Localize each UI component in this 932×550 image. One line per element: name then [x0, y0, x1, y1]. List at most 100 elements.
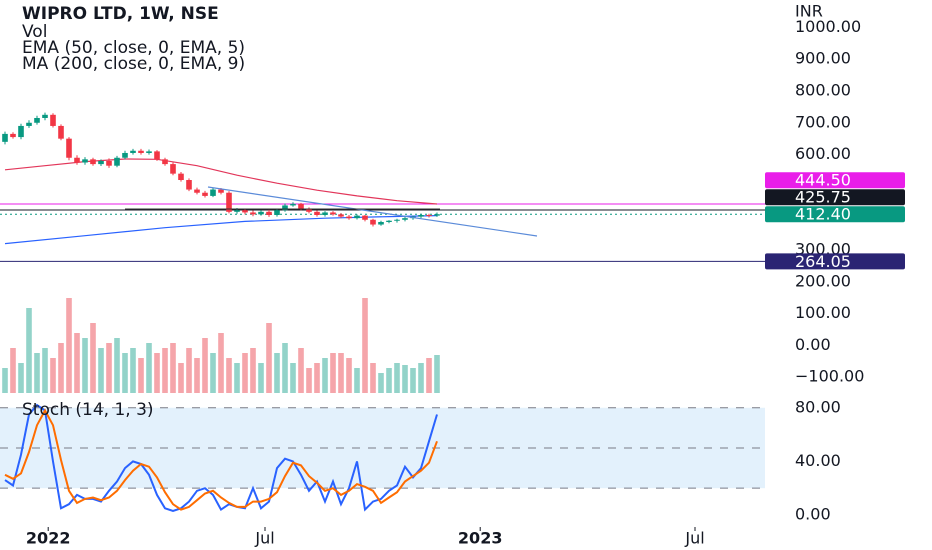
stoch-line [4, 403, 438, 512]
volume-bar [66, 298, 72, 393]
volume-bar [50, 358, 56, 393]
candle-body [434, 214, 440, 216]
volume-bar [154, 353, 160, 393]
volume-bar [306, 368, 312, 393]
volume-bar [226, 358, 232, 393]
candle-body [234, 210, 240, 212]
price-badge [765, 172, 905, 189]
volume-bar [242, 353, 248, 393]
volume-bar [378, 373, 384, 393]
candle-body [218, 189, 224, 193]
volume-bar [146, 343, 152, 393]
candle-body [50, 114, 56, 126]
y-tick-label: 100.00 [795, 303, 851, 322]
volume-bar [58, 343, 64, 393]
indicator-line [4, 215, 438, 245]
volume-bar [314, 363, 320, 393]
candle-body [386, 220, 392, 222]
price-badge-label: 444.50 [795, 171, 851, 190]
volume-bar [34, 353, 40, 393]
volume-bar [426, 358, 432, 393]
volume-bar [330, 353, 336, 393]
indicator-line [4, 158, 438, 205]
candle-body [154, 151, 160, 160]
stoch-line [4, 408, 438, 511]
candle-body [354, 215, 360, 219]
volume-bar [346, 358, 352, 393]
volume-bar [74, 333, 80, 393]
candle-body [314, 211, 320, 215]
candle-body [370, 219, 376, 225]
candle-body [170, 164, 176, 174]
candle-body [162, 159, 168, 165]
candle-body [322, 212, 328, 215]
y-tick-label: 40.00 [795, 451, 841, 470]
y-tick-label: 80.00 [795, 397, 841, 416]
candle-body [42, 114, 48, 118]
volume-bar [410, 368, 416, 393]
volume-bar [354, 368, 360, 393]
volume-bar [418, 363, 424, 393]
legend-entry: EMA (50, close, 0, EMA, 5) [22, 38, 245, 58]
candle-body [194, 189, 200, 193]
candle-body [122, 152, 128, 158]
volume-bar [394, 363, 400, 393]
volume-bar [82, 338, 88, 393]
volume-bar [202, 338, 208, 393]
volume-bar [402, 365, 408, 393]
x-tick-label: Jul [254, 529, 274, 548]
candle-body [402, 218, 408, 220]
chart-title: WIPRO LTD, 1W, NSE [22, 4, 219, 24]
price-badge [765, 206, 905, 223]
candle-body [306, 208, 312, 212]
y-tick-label: 700.00 [795, 112, 851, 131]
volume-legend: Vol [22, 22, 47, 42]
volume-layer [2, 298, 440, 393]
candle-body [2, 133, 8, 142]
candle-body [290, 203, 296, 206]
candle-body [330, 212, 336, 215]
stoch-layer [4, 403, 438, 512]
y-tick-label: 900.00 [795, 49, 851, 68]
price-badge-label: 425.75 [795, 188, 851, 207]
volume-bar [322, 358, 328, 393]
candle-body [346, 216, 352, 219]
candle-body [18, 125, 24, 138]
volume-bar [138, 358, 144, 393]
trend-line [207, 186, 538, 237]
volume-bar [90, 323, 96, 393]
candle-body [210, 189, 216, 196]
candle-body [362, 215, 368, 220]
candle-body [74, 157, 80, 163]
currency-label: INR [795, 2, 823, 21]
candle-body [138, 150, 144, 153]
volume-bar [338, 353, 344, 393]
price-badge-label: 412.40 [795, 205, 851, 224]
stoch-background [0, 407, 765, 489]
price-badge [765, 253, 905, 270]
y-tick-label: 800.00 [795, 80, 851, 99]
volume-bar [122, 353, 128, 393]
volume-bar [162, 348, 168, 393]
stoch-band [0, 407, 765, 489]
candle-body [378, 221, 384, 225]
volume-bar [258, 363, 264, 393]
volume-bar [18, 363, 24, 393]
candle-body [58, 125, 64, 139]
volume-bar [194, 358, 200, 393]
candle-body [106, 160, 112, 166]
x-tick-label: 2022 [26, 529, 71, 548]
volume-bar [266, 323, 272, 393]
y-tick-label: 600.00 [795, 144, 851, 163]
volume-bar [370, 363, 376, 393]
candle-body [186, 180, 192, 190]
candle-body [298, 203, 304, 209]
volume-bar [210, 353, 216, 393]
candle-body [394, 219, 400, 221]
x-tick-label: Jul [684, 529, 704, 548]
candle-body [34, 117, 40, 123]
price-layer [0, 112, 765, 262]
volume-bar [218, 333, 224, 393]
y-tick-label: −100.00 [795, 367, 864, 386]
